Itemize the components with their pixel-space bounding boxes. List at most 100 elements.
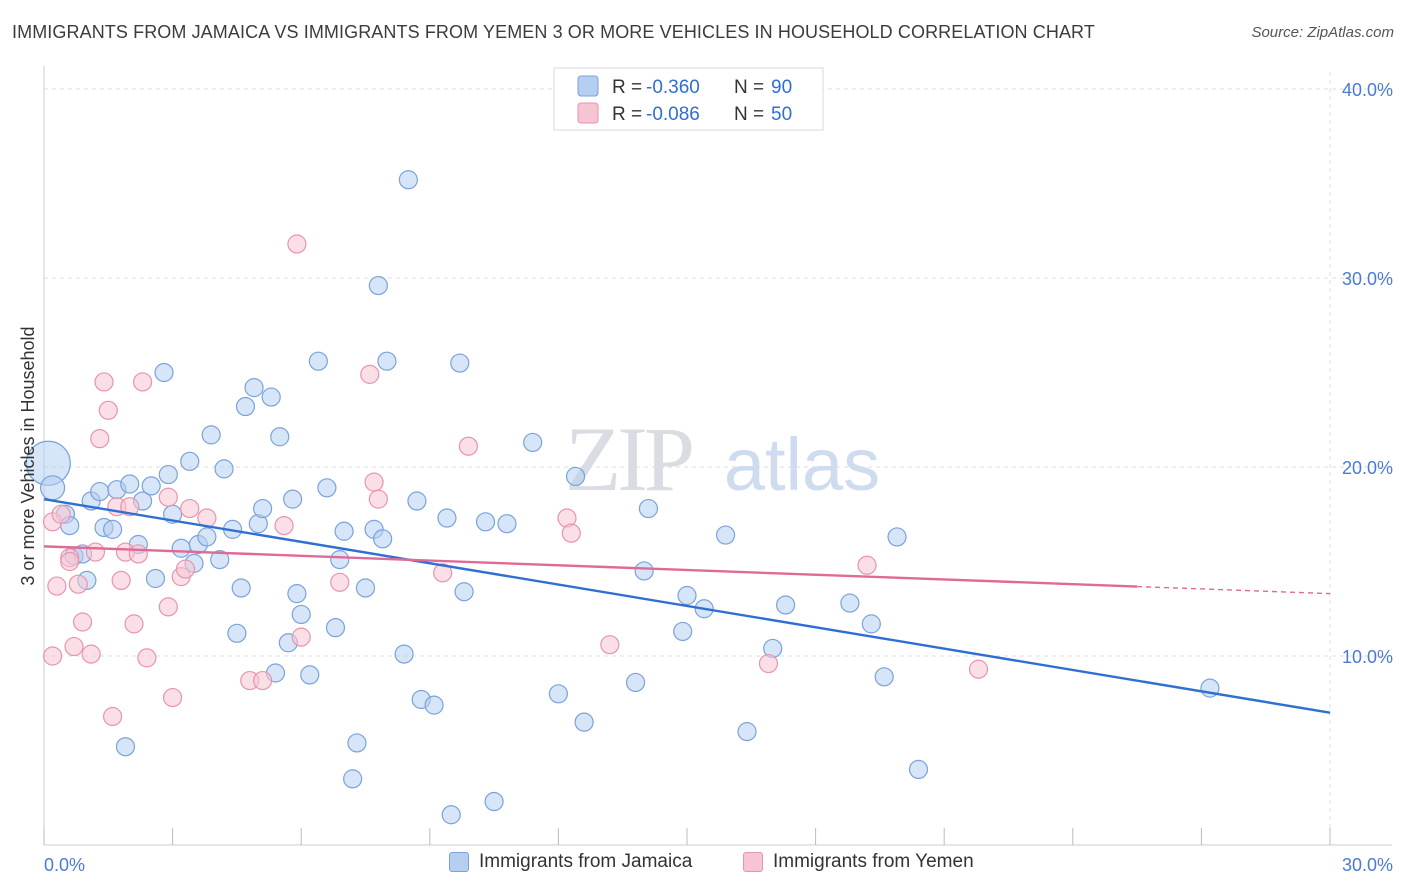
jamaica-point	[373, 529, 393, 549]
legend-item-yemen[interactable]: Immigrants from Yemen	[743, 851, 974, 873]
watermark-zip: ZIP	[565, 408, 692, 510]
n-value: 50	[771, 104, 792, 125]
yemen-point	[857, 555, 877, 575]
yemen-point	[368, 489, 388, 509]
jamaica-point	[343, 769, 363, 789]
stats-legend: R = -0.360 N = 90 R = -0.086 N = 50	[553, 67, 824, 131]
yemen-trendline	[43, 545, 1138, 588]
jamaica-point	[158, 464, 178, 485]
legend-label: Immigrants from Jamaica	[479, 851, 693, 872]
yemen-point	[64, 636, 84, 657]
jamaica-point	[244, 378, 264, 398]
yemen-point	[51, 504, 71, 524]
watermark-atlas: atlas	[724, 423, 880, 506]
jamaica-point	[475, 512, 496, 532]
jamaica-point	[115, 737, 136, 757]
jamaica-swatch	[449, 852, 469, 872]
jamaica-point	[214, 459, 234, 479]
jamaica-point	[887, 527, 907, 547]
yemen-point	[60, 551, 80, 572]
yemen-point	[561, 523, 581, 543]
yemen-point	[180, 498, 200, 519]
n-label: N =	[734, 77, 764, 98]
y-axis-label: 3 or more Vehicles in Household	[18, 326, 38, 585]
jamaica-point	[308, 351, 328, 371]
jamaica-point	[197, 527, 217, 547]
yemen-point	[68, 574, 88, 594]
jamaica-point	[347, 733, 367, 753]
yemen-point	[158, 597, 178, 617]
yemen-point	[72, 612, 93, 632]
stats-row-yemen: R = -0.086 N = 50	[577, 102, 792, 125]
jamaica-point	[407, 491, 427, 511]
yemen-point	[137, 648, 157, 668]
jamaica-point	[90, 481, 110, 502]
jamaica-point	[330, 550, 350, 570]
jamaica-point	[227, 623, 247, 643]
n-label: N =	[734, 104, 764, 125]
yemen-point	[111, 570, 131, 591]
jamaica-point	[437, 508, 457, 528]
jamaica-point	[377, 351, 397, 371]
yemen-point	[94, 372, 114, 392]
jamaica-point	[840, 593, 860, 613]
yemen-point	[102, 706, 123, 727]
jamaica-point	[634, 561, 654, 581]
yemen-point	[81, 644, 101, 664]
jamaica-point	[180, 451, 200, 471]
yemen-point	[330, 572, 350, 592]
y-tick-label: 20.0%	[1342, 458, 1393, 478]
r-label: R =	[612, 77, 642, 98]
jamaica-point	[775, 595, 796, 615]
jamaica-point	[424, 695, 444, 715]
yemen-point	[128, 544, 148, 564]
bottom-legend: Immigrants from Jamaica Immigrants from …	[0, 851, 1406, 879]
yemen-point	[600, 635, 620, 655]
jamaica-point	[283, 489, 303, 509]
yemen-point	[758, 653, 779, 674]
jamaica-point	[325, 618, 346, 638]
jamaica-point	[253, 498, 273, 519]
jamaica-point	[625, 672, 646, 693]
watermark: ZIP atlas	[565, 408, 880, 510]
yemen-trendline-extension	[1137, 585, 1331, 595]
y-tick-label: 30.0%	[1342, 269, 1393, 289]
jamaica-point	[548, 684, 569, 704]
stats-row-jamaica: R = -0.360 N = 90	[577, 75, 792, 98]
r-value: -0.360	[646, 77, 700, 98]
jamaica-point	[120, 474, 140, 494]
y-tick-label: 40.0%	[1342, 80, 1393, 100]
jamaica-point	[141, 476, 161, 496]
jamaica-swatch	[577, 75, 599, 97]
legend-item-jamaica[interactable]: Immigrants from Jamaica	[449, 851, 692, 873]
jamaica-point	[523, 432, 543, 453]
jamaica-point	[497, 514, 517, 534]
yemen-point	[120, 497, 140, 517]
jamaica-point	[210, 550, 230, 570]
jamaica-point	[574, 712, 594, 732]
yemen-point	[90, 429, 110, 449]
yemen-point	[291, 627, 311, 647]
gridlines	[44, 72, 1392, 845]
jamaica-point	[355, 578, 376, 598]
jamaica-point	[270, 427, 290, 447]
yemen-swatch	[743, 852, 763, 872]
yemen-point	[287, 234, 307, 254]
jamaica-point	[368, 275, 388, 296]
yemen-point	[132, 372, 153, 392]
jamaica-point	[317, 478, 337, 498]
x-tick-label: 30.0%	[1342, 855, 1393, 875]
yemen-point	[458, 436, 478, 456]
jamaica-point	[450, 353, 470, 373]
jamaica-point	[874, 667, 894, 687]
jamaica-point	[39, 475, 66, 501]
yemen-point	[253, 670, 273, 691]
yemen-point	[47, 576, 67, 596]
jamaica-point	[154, 362, 174, 383]
yemen-point	[433, 563, 453, 583]
r-value: -0.086	[646, 104, 700, 125]
jamaica-point	[235, 396, 256, 417]
series-yemen-points	[42, 234, 989, 727]
jamaica-point	[394, 644, 414, 664]
